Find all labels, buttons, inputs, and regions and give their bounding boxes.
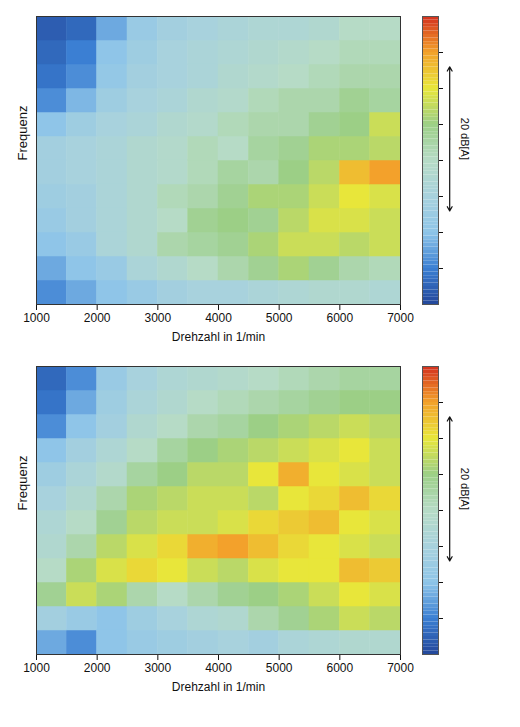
svg-text:2000: 2000 — [84, 311, 111, 325]
svg-text:1000: 1000 — [23, 661, 50, 675]
svg-text:20 dB[A]: 20 dB[A] — [459, 468, 471, 510]
svg-text:Drehzahl in 1/min: Drehzahl in 1/min — [172, 330, 265, 344]
svg-text:3000: 3000 — [144, 311, 171, 325]
svg-text:6000: 6000 — [326, 661, 353, 675]
svg-text:Frequenz: Frequenz — [15, 456, 30, 511]
svg-text:2000: 2000 — [84, 661, 111, 675]
svg-text:Frequenz: Frequenz — [15, 106, 30, 161]
svg-text:4000: 4000 — [205, 311, 232, 325]
svg-text:7000: 7000 — [387, 311, 414, 325]
svg-text:20 dB[A]: 20 dB[A] — [459, 118, 471, 160]
svg-text:5000: 5000 — [266, 311, 293, 325]
svg-text:Drehzahl in 1/min: Drehzahl in 1/min — [172, 680, 265, 694]
svg-text:1000: 1000 — [23, 311, 50, 325]
svg-text:6000: 6000 — [326, 311, 353, 325]
svg-text:3000: 3000 — [144, 661, 171, 675]
svg-text:7000: 7000 — [387, 661, 414, 675]
svg-text:4000: 4000 — [205, 661, 232, 675]
svg-text:5000: 5000 — [266, 661, 293, 675]
